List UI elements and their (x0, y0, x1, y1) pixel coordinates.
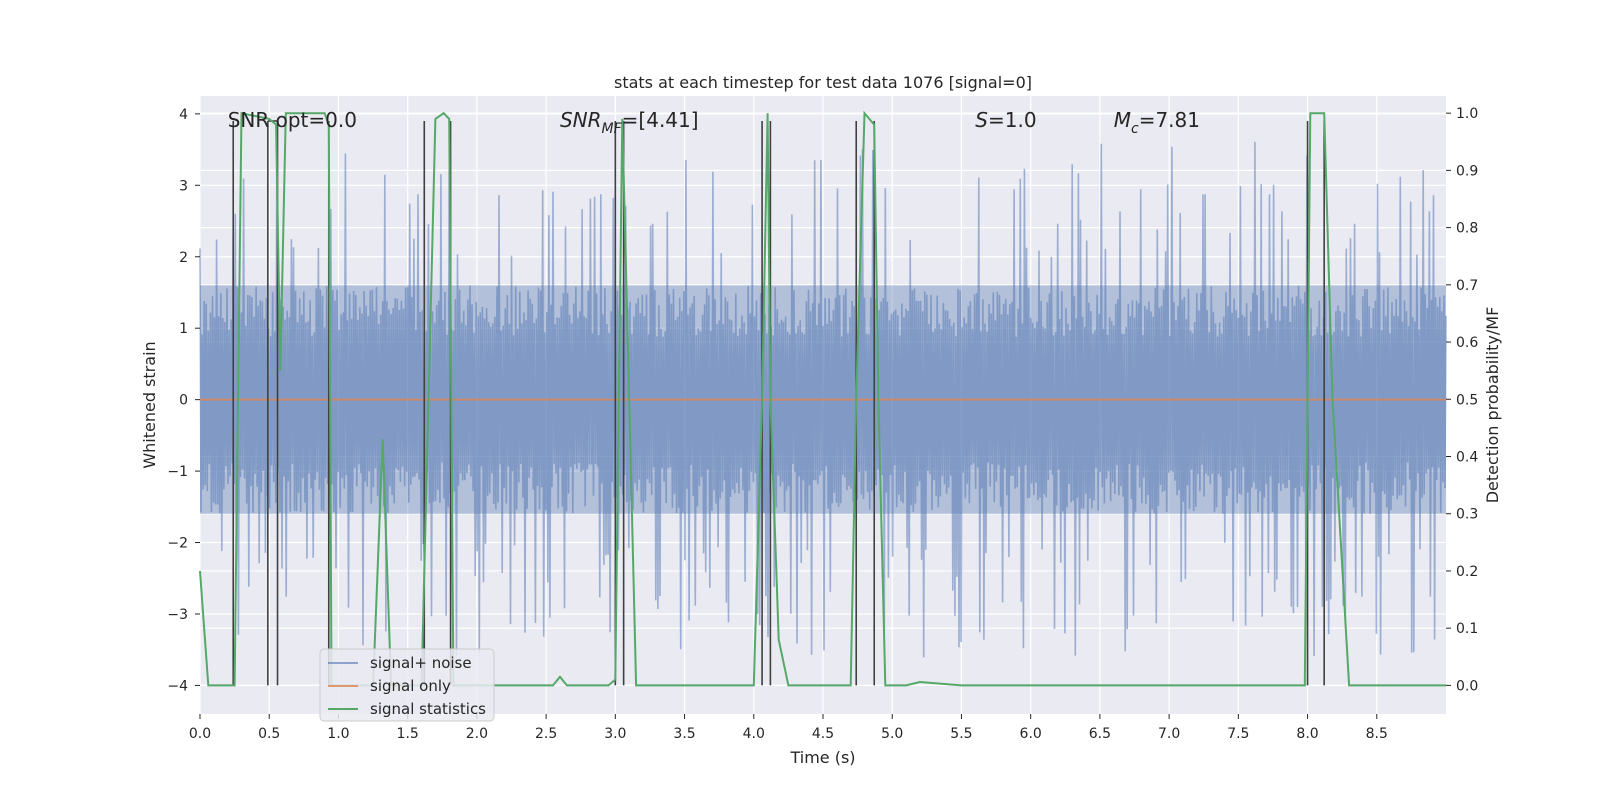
x-tick-label: 1.5 (397, 726, 419, 742)
legend-label-signal-only: signal only (370, 677, 451, 695)
y-right-tick-label: 0.8 (1456, 221, 1478, 237)
y-left-tick-label: 2 (179, 250, 188, 266)
y-left-tick-label: −1 (167, 464, 188, 480)
legend-box (319, 648, 495, 722)
y-left-tick-label: 3 (179, 178, 188, 194)
x-tick-label: 4.5 (812, 726, 834, 742)
y-left-tick-label: 0 (179, 393, 188, 409)
stats-series (199, 110, 1446, 687)
annotation-symbol: M (1114, 108, 1131, 132)
x-tick-label: 3.5 (673, 726, 695, 742)
legend-label-statistics: signal statistics (370, 700, 486, 718)
x-tick-label: 6.0 (1020, 726, 1042, 742)
legend-label-noise: signal+ noise (370, 654, 472, 672)
x-tick-label: 0.0 (189, 726, 211, 742)
noise-line (199, 141, 1447, 658)
annotations: SNR opt=0.0 SNRMF=[4.41] S=1.0 Mc=7.81 (228, 108, 1200, 137)
annotation-subscript: c (1131, 121, 1139, 137)
x-tick-label: 4.0 (743, 726, 765, 742)
annotation-value: =7.81 (1139, 108, 1200, 132)
y-axis-left: −4 −3 −2 −1 0 1 2 3 4 (167, 107, 200, 694)
y-right-tick-label: 1.0 (1456, 106, 1478, 122)
y-right-tick-label: 0.9 (1456, 163, 1478, 179)
y-axis-right: 0.0 0.1 0.2 0.3 0.4 0.5 0.6 0.7 0.8 0.9 1.0 (1446, 106, 1478, 694)
y-right-tick-label: 0.3 (1456, 507, 1478, 523)
x-tick-label: 8.5 (1366, 726, 1388, 742)
x-tick-label: 8.0 (1296, 726, 1318, 742)
x-tick-label: 6.5 (1089, 726, 1111, 742)
annotation-text: Mc=7.81 (1114, 108, 1200, 137)
x-tick-label: 2.0 (466, 726, 488, 742)
chart-title: stats at each timestep for test data 107… (614, 73, 1032, 92)
y-right-tick-label: 0.4 (1456, 450, 1478, 466)
y-axis-right-title: Detection probability/MF (1483, 307, 1502, 504)
annotation-text: SNRMF=[4.41] (560, 108, 699, 137)
y-right-tick-label: 0.5 (1456, 392, 1478, 408)
y-right-tick-label: 0.1 (1456, 621, 1478, 637)
x-tick-label: 5.0 (881, 726, 903, 742)
x-tick-label: 0.5 (258, 726, 280, 742)
annotation-value: =1.0 (988, 108, 1037, 132)
annotation-symbol: S (975, 108, 988, 132)
legend: signal+ noise signal only signal statist… (319, 648, 495, 722)
x-tick-label: 2.5 (535, 726, 557, 742)
x-tick-label: 1.0 (327, 726, 349, 742)
annotation-text: S=1.0 (975, 108, 1036, 132)
event-lines (232, 120, 1325, 686)
signal-statistics-line (199, 110, 1446, 687)
y-left-tick-label: −3 (167, 607, 188, 623)
y-right-tick-label: 0.6 (1456, 335, 1478, 351)
annotation-symbol: SNR (560, 108, 602, 132)
y-left-tick-label: 4 (179, 107, 188, 123)
y-left-tick-label: −4 (167, 678, 188, 694)
x-axis-title: Time (s) (789, 748, 855, 767)
x-tick-label: 7.0 (1158, 726, 1180, 742)
x-tick-label: 3.0 (604, 726, 626, 742)
y-right-tick-label: 0.7 (1456, 278, 1478, 294)
annotation-subscript: MF (602, 121, 623, 137)
y-left-tick-label: −2 (167, 536, 188, 552)
y-right-tick-label: 0.2 (1456, 564, 1478, 580)
y-axis-left-title: Whitened strain (140, 341, 159, 468)
y-right-tick-label: 0.0 (1456, 678, 1478, 694)
y-left-tick-label: 1 (179, 321, 188, 337)
x-tick-label: 7.5 (1227, 726, 1249, 742)
x-tick-label: 5.5 (950, 726, 972, 742)
annotation-value: =[4.41] (622, 108, 699, 132)
annotation-text: SNR opt=0.0 (228, 108, 357, 132)
x-axis: 0.0 0.5 1.0 1.5 2.0 2.5 3.0 3.5 4.0 4.5 5.0 5.5 6.0 6… (189, 714, 1388, 742)
